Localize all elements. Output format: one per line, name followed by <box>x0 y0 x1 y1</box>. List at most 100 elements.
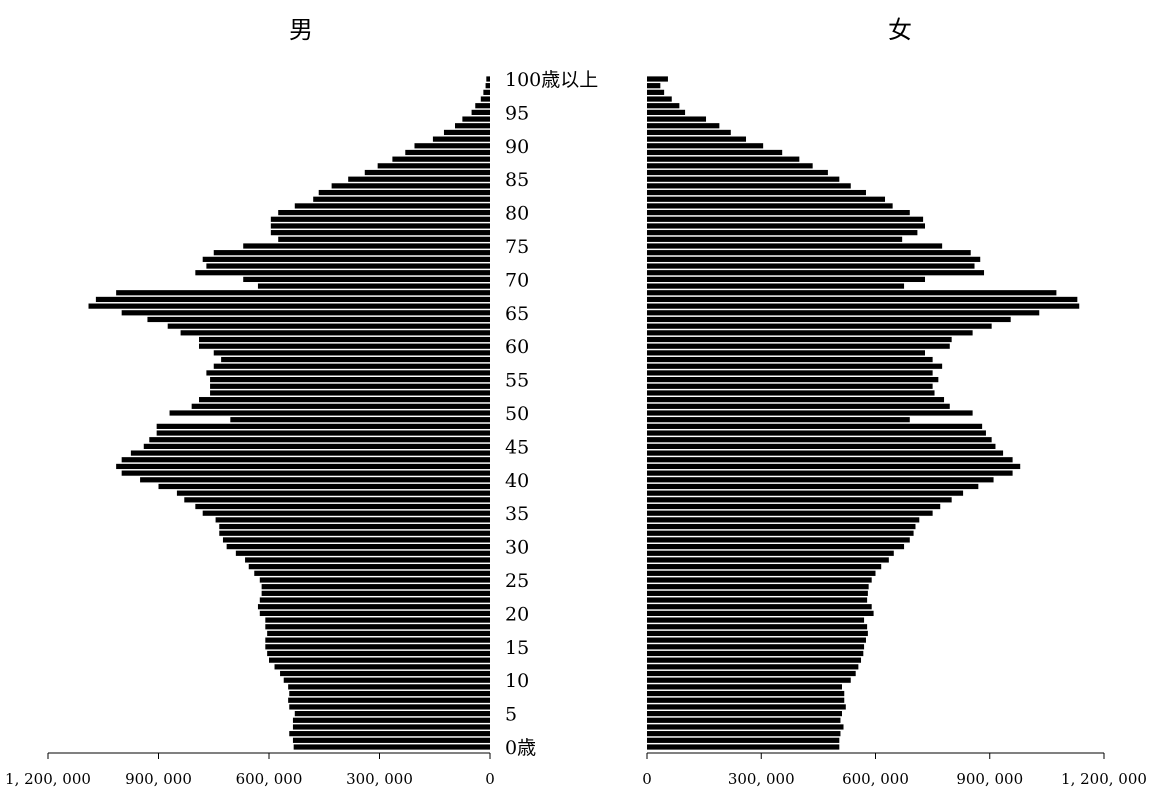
female-bar-age-13 <box>647 657 862 663</box>
male-bar-age-0 <box>293 744 490 750</box>
male-bar-age-25 <box>259 577 490 583</box>
male-bar-age-42 <box>116 463 491 470</box>
male-bar-age-99 <box>485 83 490 89</box>
male-bar-age-58 <box>221 356 490 363</box>
female-bar-age-10 <box>647 677 851 683</box>
male-bar-age-91 <box>432 136 490 142</box>
age-label: 80 <box>505 203 529 225</box>
female-bar-age-91 <box>647 136 747 142</box>
female-bar-age-35 <box>647 510 933 516</box>
male-bar-age-46 <box>149 437 490 443</box>
male-bar-age-71 <box>195 270 491 276</box>
male-bar-age-98 <box>483 89 490 95</box>
female-bar-age-50 <box>647 410 973 416</box>
male-bar-age-10 <box>283 677 490 683</box>
female-bar-age-97 <box>647 96 672 102</box>
female-bar-age-39 <box>647 483 979 490</box>
male-bar-age-44 <box>130 450 490 456</box>
female-bar-age-22 <box>647 597 868 603</box>
male-bar-age-29 <box>235 550 490 556</box>
female-bar-age-75 <box>647 243 943 249</box>
male-bar-age-57 <box>213 363 490 369</box>
female-bar-age-76 <box>647 236 903 242</box>
male-bar-age-86 <box>364 169 490 176</box>
male-bar-age-12 <box>274 664 490 670</box>
age-label: 95 <box>505 102 529 124</box>
male-bar-age-80 <box>278 209 490 216</box>
male-bar-age-49 <box>230 417 490 423</box>
female-x-tick-label: 0 <box>642 770 652 788</box>
male-bar-age-96 <box>475 103 490 109</box>
female-bar-age-100+ <box>647 76 668 82</box>
female-bar-age-9 <box>647 684 842 690</box>
female-bar-age-21 <box>647 604 872 610</box>
male-bar-age-11 <box>280 670 490 677</box>
age-label: 30 <box>505 537 529 559</box>
male-title: 男 <box>289 16 313 44</box>
male-bar-age-5 <box>294 710 490 717</box>
female-bar-age-68 <box>647 290 1057 296</box>
female-bar-age-78 <box>647 223 926 229</box>
female-bar-age-28 <box>647 557 889 563</box>
male-bar-age-72 <box>206 263 490 269</box>
male-bar-age-27 <box>248 564 490 570</box>
male-bar-age-78 <box>270 223 490 229</box>
female-bar-age-93 <box>647 123 720 129</box>
female-bar-age-63 <box>647 323 992 329</box>
male-bar-age-3 <box>292 724 490 730</box>
male-bar-age-79 <box>270 216 490 222</box>
male-bar-age-59 <box>213 350 490 356</box>
female-bar-age-7 <box>647 697 845 703</box>
female-bar-age-94 <box>647 116 707 122</box>
male-bar-age-68 <box>116 290 491 296</box>
female-bar-age-2 <box>647 731 841 737</box>
male-x-tick-label: 1, 200, 000 <box>5 770 91 788</box>
female-bar-age-46 <box>647 437 992 443</box>
female-bar-age-65 <box>647 310 1040 316</box>
male-bar-age-97 <box>480 96 490 102</box>
male-bar-age-20 <box>259 610 490 617</box>
male-bar-age-75 <box>243 243 490 249</box>
female-bar-age-45 <box>647 443 996 450</box>
male-bar-age-9 <box>288 684 490 690</box>
axes <box>47 752 1105 759</box>
female-bar-age-59 <box>647 350 926 356</box>
male-bar-age-18 <box>265 624 490 630</box>
female-bars <box>647 76 1080 750</box>
age-label: 10 <box>505 670 529 692</box>
female-bar-age-15 <box>647 644 865 650</box>
male-bar-age-62 <box>180 330 490 336</box>
female-bar-age-53 <box>647 390 935 396</box>
female-bar-age-11 <box>647 670 856 677</box>
female-bar-age-99 <box>647 83 661 89</box>
female-bar-age-98 <box>647 89 665 95</box>
male-bar-age-14 <box>267 650 490 657</box>
female-bar-age-40 <box>647 477 994 483</box>
female-bar-age-62 <box>647 330 973 336</box>
male-bar-age-56 <box>206 370 490 376</box>
male-bar-age-13 <box>269 657 490 663</box>
male-bar-age-43 <box>121 457 491 463</box>
male-bar-age-2 <box>289 731 490 737</box>
age-labels: 0歳 5 10 15 20 25 30 35 40 45 50 55 60 65 70 75 80 85 90 95 1… <box>505 69 598 759</box>
male-bar-age-89 <box>405 149 490 156</box>
male-bar-age-30 <box>226 543 490 550</box>
female-bar-age-70 <box>647 276 926 283</box>
female-bar-age-72 <box>647 263 975 269</box>
male-bar-age-51 <box>191 403 490 409</box>
age-label: 85 <box>505 169 529 191</box>
female-bar-age-38 <box>647 490 964 496</box>
male-bar-age-50 <box>169 410 491 416</box>
male-bar-age-74 <box>213 250 490 256</box>
female-bar-age-83 <box>647 189 866 196</box>
female-bar-age-24 <box>647 584 869 590</box>
male-bar-age-15 <box>265 644 490 650</box>
female-bar-age-73 <box>647 256 981 262</box>
male-bar-age-63 <box>167 323 491 329</box>
female-bar-age-6 <box>647 704 846 710</box>
male-bar-age-39 <box>158 483 490 490</box>
age-label: 60 <box>505 336 529 358</box>
female-bar-age-85 <box>647 176 840 182</box>
female-bar-age-84 <box>647 183 851 189</box>
male-bar-age-47 <box>156 430 491 436</box>
